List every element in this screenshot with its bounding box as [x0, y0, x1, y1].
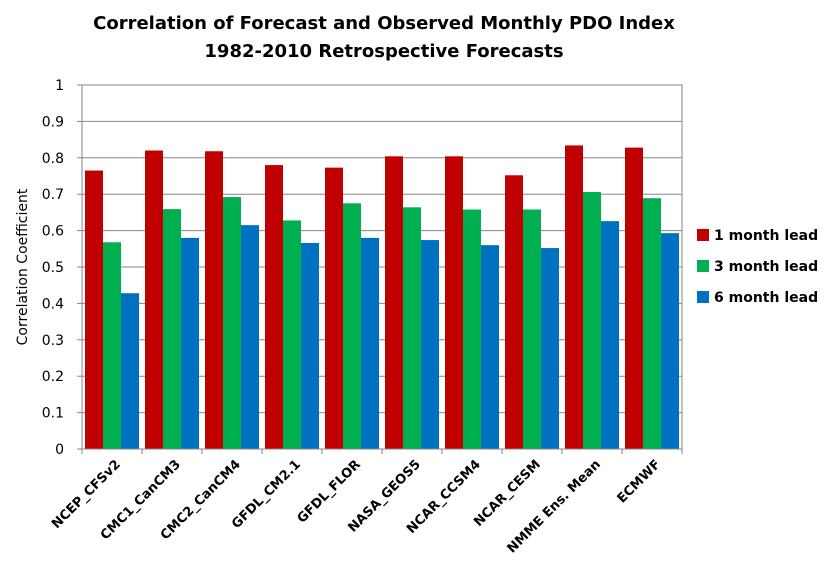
y-tick-label: 0.6 [42, 224, 64, 240]
y-tick-label: 0.1 [42, 406, 64, 422]
legend-label: 3 month lead [714, 259, 818, 275]
bar [583, 192, 601, 450]
bar [301, 242, 319, 449]
legend-swatch [697, 229, 709, 241]
bar [403, 207, 421, 449]
bar [241, 225, 259, 449]
bar [601, 221, 619, 449]
y-tick-label: 0 [55, 442, 64, 458]
bar [145, 150, 163, 449]
bar [343, 203, 361, 449]
bar-layer [85, 145, 679, 450]
bar [163, 209, 181, 449]
bar [421, 240, 439, 449]
y-tick-label: 0.8 [42, 151, 64, 167]
y-tick-label: 0.3 [42, 333, 64, 349]
bar [361, 237, 379, 449]
legend-label: 6 month lead [714, 290, 818, 306]
chart-title: Correlation of Forecast and Observed Mon… [93, 13, 675, 34]
y-tick-label: 0.9 [42, 114, 64, 130]
bar [445, 156, 463, 449]
bar [103, 242, 121, 449]
bar [385, 156, 403, 449]
x-tick-label: ECMWF [615, 457, 664, 506]
y-tick-label: 0.7 [42, 187, 64, 203]
bar [661, 233, 679, 449]
bar [565, 145, 583, 449]
bar [541, 248, 559, 449]
chart-subtitle: 1982-2010 Retrospective Forecasts [204, 41, 563, 62]
legend-swatch [697, 260, 709, 272]
bar [85, 170, 103, 450]
bar [625, 147, 643, 449]
legend: 1 month lead 3 month lead 6 month lead [697, 228, 818, 306]
y-tick-label: 1 [55, 78, 64, 94]
bar [181, 237, 199, 449]
bar [523, 209, 541, 449]
y-tick-label: 0.5 [42, 260, 64, 276]
bar [643, 198, 661, 449]
bar [463, 209, 481, 449]
bar [481, 245, 499, 449]
bar [223, 197, 241, 449]
bar [325, 167, 343, 450]
bar [205, 151, 223, 450]
bar [505, 175, 523, 449]
bar [283, 220, 301, 449]
bar [121, 293, 139, 449]
bar [265, 165, 283, 449]
y-tick-label: 0.2 [42, 369, 64, 385]
y-tick-label: 0.4 [42, 296, 64, 312]
legend-swatch [697, 291, 709, 303]
y-axis-label: Correlation Coefficient [15, 188, 31, 345]
legend-label: 1 month lead [714, 228, 818, 244]
